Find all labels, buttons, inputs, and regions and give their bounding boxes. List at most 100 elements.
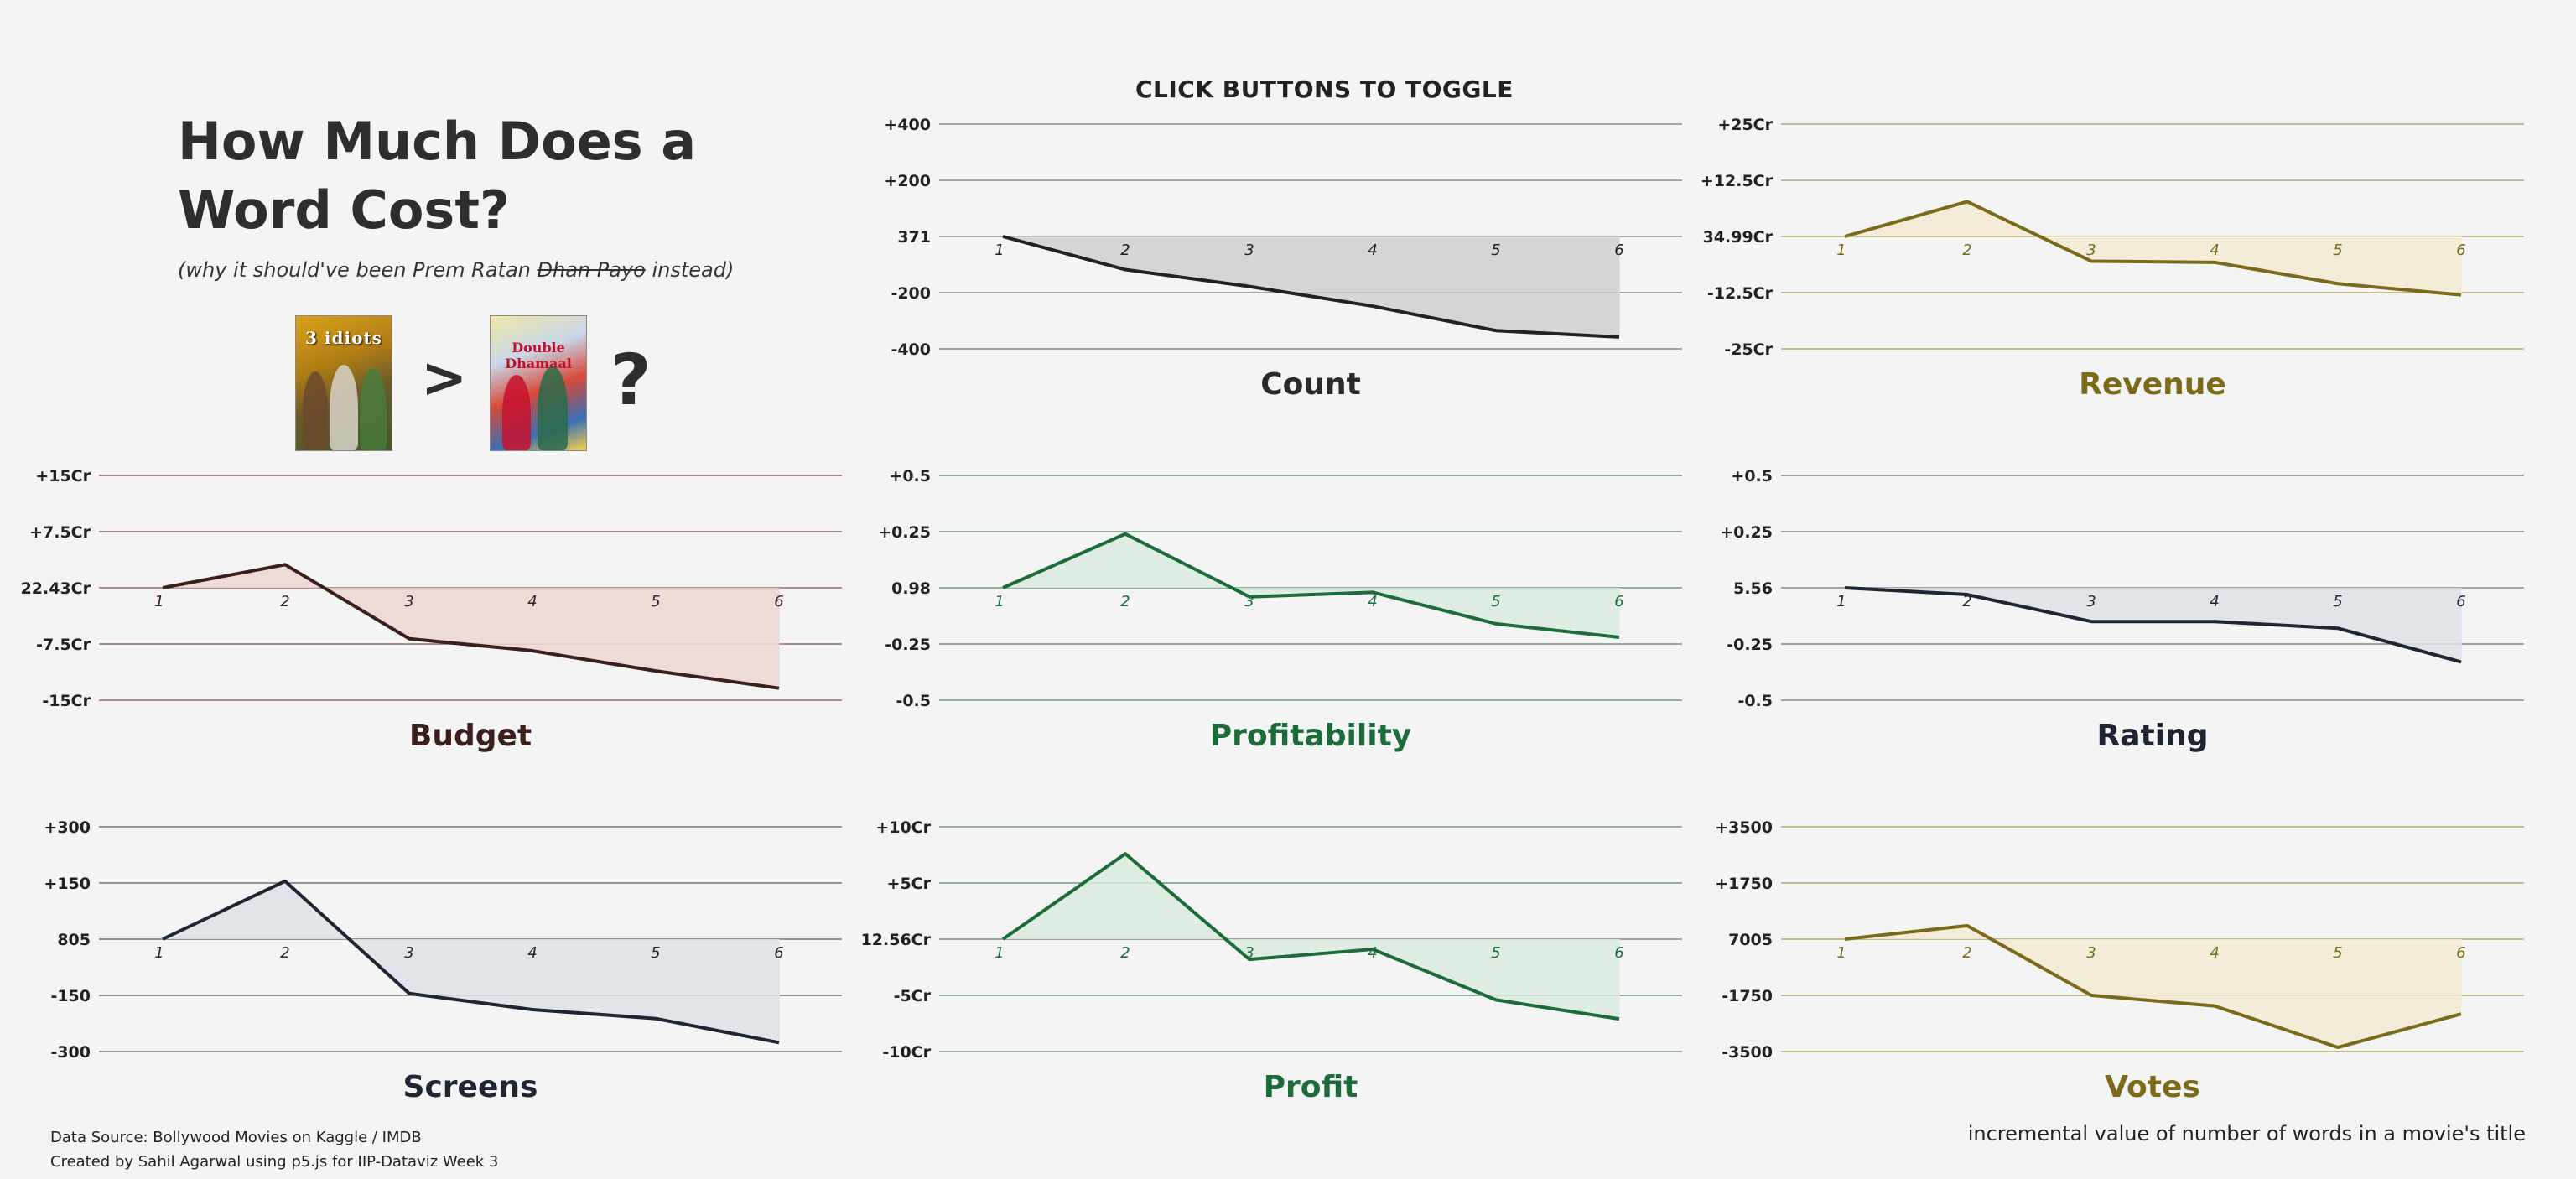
- greater-than-symbol: >: [421, 345, 468, 410]
- title-line-2: Word Cost?: [178, 179, 510, 241]
- rating-x-label: 3: [2086, 593, 2096, 610]
- profitability-area: [1003, 533, 1619, 637]
- profitability-tick-label: +0.5: [889, 467, 931, 486]
- revenue-x-label: 1: [1836, 242, 1846, 259]
- chart-profitability[interactable]: +0.5 +0.25 0.98 -0.25 -0.5 1 2 3 4 5 6 Profitabilit…: [878, 467, 1682, 753]
- chart-count[interactable]: +400 +200 371 -200 -400 1 2 3 4 5 6 Count: [884, 116, 1682, 402]
- count-x-label: 5: [1491, 242, 1500, 259]
- count-tick-label: -400: [891, 340, 931, 359]
- profitability-tick-label: 0.98: [891, 579, 931, 598]
- chart-budget[interactable]: +15Cr +7.5Cr 22.43Cr -7.5Cr -15Cr 1 2 3 4 5 6 Budge…: [21, 467, 842, 753]
- count-tick-label: 371: [897, 228, 931, 247]
- profit-tick-label: 12.56Cr: [861, 931, 932, 949]
- rating-x-label: 2: [1962, 593, 1971, 610]
- revenue-x-label: 3: [2086, 242, 2096, 259]
- count-tick-label: +400: [884, 116, 931, 134]
- votes-x-label: 5: [2333, 944, 2342, 962]
- question-symbol: ?: [610, 339, 652, 421]
- rating-tick-label: -0.25: [1727, 636, 1773, 654]
- profit-x-label: 5: [1491, 944, 1500, 962]
- revenue-tick-label: +25Cr: [1717, 116, 1773, 134]
- footer-note: incremental value of number of words in …: [1967, 1122, 2526, 1145]
- profitability-x-label: 2: [1120, 593, 1130, 610]
- revenue-tick-label: 34.99Cr: [1703, 228, 1774, 247]
- chart-profit[interactable]: +10Cr +5Cr 12.56Cr -5Cr -10Cr 1 2 3 4 5 6 Profit: [861, 818, 1682, 1104]
- count-x-label: 4: [1368, 242, 1377, 259]
- budget-title[interactable]: Budget: [409, 719, 532, 753]
- chart-votes[interactable]: +3500 +1750 7005 -1750 -3500 1 2 3 4 5 6 Votes: [1715, 818, 2524, 1104]
- rating-area: [1845, 588, 2461, 662]
- votes-x-label: 6: [2456, 944, 2465, 962]
- chart-rating[interactable]: +0.5 +0.25 5.56 -0.25 -0.5 1 2 3 4 5 6 Rating: [1720, 467, 2524, 753]
- revenue-x-label: 2: [1962, 242, 1971, 259]
- revenue-title[interactable]: Revenue: [2079, 367, 2226, 402]
- screens-tick-label: -150: [50, 987, 91, 1005]
- rating-line: [1844, 586, 2462, 664]
- profit-x-label: 4: [1368, 944, 1377, 962]
- profitability-x-label: 4: [1368, 593, 1377, 610]
- profit-x-label: 1: [995, 944, 1004, 962]
- profitability-title[interactable]: Profitability: [1210, 719, 1412, 753]
- profit-title[interactable]: Profit: [1264, 1070, 1358, 1104]
- rating-title[interactable]: Rating: [2097, 719, 2209, 753]
- screens-area: [163, 880, 779, 1043]
- profitability-line: [1002, 532, 1620, 639]
- rating-x-label: 6: [2456, 593, 2465, 610]
- screens-tick-label: +300: [44, 818, 91, 837]
- screens-title[interactable]: Screens: [403, 1070, 538, 1104]
- budget-tick-label: 22.43Cr: [21, 579, 91, 598]
- votes-line: [1844, 923, 2462, 1050]
- votes-area: [1845, 925, 2461, 1048]
- votes-tick-label: +1750: [1715, 875, 1773, 893]
- profitability-tick-label: -0.25: [885, 636, 931, 654]
- budget-x-label: 4: [527, 593, 537, 610]
- subtitle-before: (why it should've been Prem Ratan: [178, 258, 538, 282]
- page-title: How Much Does a Word Cost?: [178, 107, 696, 245]
- profitability-x-label: 1: [995, 593, 1004, 610]
- revenue-tick-label: -12.5Cr: [1707, 284, 1774, 303]
- subtitle-after: instead): [645, 258, 735, 282]
- profit-x-label: 2: [1120, 944, 1130, 962]
- count-title[interactable]: Count: [1260, 367, 1361, 402]
- votes-x-label: 2: [1962, 944, 1971, 962]
- profitability-tick-label: +0.25: [878, 523, 931, 542]
- revenue-tick-label: +12.5Cr: [1701, 172, 1774, 190]
- poster-3-idiots: 3 idiots: [295, 315, 392, 451]
- data-source-text: Data Source: Bollywood Movies on Kaggle …: [50, 1129, 422, 1146]
- votes-tick-label: 7005: [1728, 931, 1773, 949]
- credit-text: Created by Sahil Agarwal using p5.js for…: [50, 1153, 499, 1171]
- poster-3-idiots-title: 3 idiots: [305, 328, 382, 348]
- budget-tick-label: -7.5Cr: [36, 636, 91, 654]
- votes-title[interactable]: Votes: [2105, 1070, 2200, 1104]
- votes-tick-label: -1750: [1722, 987, 1773, 1005]
- budget-line: [162, 563, 780, 690]
- screens-x-label: 1: [154, 944, 164, 962]
- screens-tick-label: 805: [57, 931, 91, 949]
- chart-screens[interactable]: +300 +150 805 -150 -300 1 2 3 4 5 6 Screens: [44, 818, 842, 1104]
- screens-line: [162, 879, 780, 1045]
- budget-x-label: 1: [154, 593, 164, 610]
- screens-x-label: 6: [774, 944, 783, 962]
- profit-x-label: 3: [1244, 944, 1254, 962]
- subtitle: (why it should've been Prem Ratan Dhan P…: [178, 258, 734, 282]
- profit-area: [1003, 854, 1619, 1020]
- revenue-x-label: 5: [2333, 242, 2342, 259]
- screens-x-label: 4: [527, 944, 537, 962]
- count-tick-label: -200: [891, 284, 931, 303]
- screens-x-label: 3: [404, 944, 413, 962]
- revenue-x-label: 6: [2456, 242, 2465, 259]
- rating-tick-label: +0.5: [1731, 467, 1773, 486]
- budget-tick-label: +15Cr: [35, 467, 91, 486]
- revenue-tick-label: -25Cr: [1724, 340, 1773, 359]
- screens-x-label: 5: [651, 944, 660, 962]
- chart-revenue[interactable]: +25Cr +12.5Cr 34.99Cr -12.5Cr -25Cr 1 2 3 4 5 6 Rev…: [1701, 116, 2524, 402]
- count-area: [1003, 236, 1619, 337]
- count-x-label: 2: [1120, 242, 1130, 259]
- profit-tick-label: +10Cr: [875, 818, 931, 837]
- toggle-instruction: CLICK BUTTONS TO TOGGLE: [1135, 75, 1514, 103]
- profitability-x-label: 5: [1491, 593, 1500, 610]
- count-x-label: 6: [1614, 242, 1623, 259]
- count-x-label: 1: [995, 242, 1004, 259]
- revenue-x-label: 4: [2210, 242, 2219, 259]
